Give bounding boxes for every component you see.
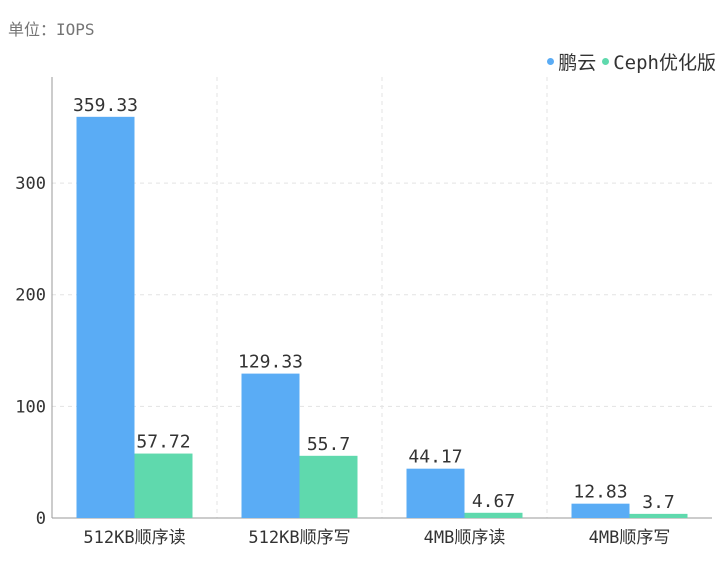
y-tick-label: 300 <box>15 174 46 194</box>
data-label: 55.7 <box>307 434 350 455</box>
bar-series1 <box>241 373 300 518</box>
legend-dot-series2 <box>602 58 610 65</box>
x-tick-label: 4MB顺序写 <box>589 528 671 548</box>
data-label: 57.72 <box>136 432 190 453</box>
legend-item-series1[interactable]: 鹏云 <box>547 48 596 75</box>
x-tick-label: 512KB顺序写 <box>248 528 350 548</box>
y-tick-label: 200 <box>15 286 46 306</box>
y-tick-label: 100 <box>15 397 46 417</box>
legend-label-series1: 鹏云 <box>558 52 597 74</box>
x-tick-label: 512KB顺序读 <box>83 528 185 548</box>
data-label: 3.7 <box>642 492 675 513</box>
y-tick-label: 0 <box>36 509 46 529</box>
bar-series1 <box>76 116 135 518</box>
legend-label-series2: Ceph优化版 <box>613 52 716 74</box>
bar-series2 <box>299 455 358 518</box>
bar-series2 <box>629 513 688 518</box>
unit-label: 单位：IOPS <box>8 20 95 39</box>
data-label: 4.67 <box>472 491 515 512</box>
data-label: 44.17 <box>408 447 462 468</box>
data-label: 359.33 <box>73 95 138 116</box>
x-tick-label: 4MB顺序读 <box>424 528 506 548</box>
legend: 鹏云 Ceph优化版 <box>541 48 716 75</box>
bar-series1 <box>571 503 630 518</box>
data-label: 12.83 <box>573 482 627 503</box>
data-label: 129.33 <box>238 352 303 373</box>
legend-dot-series1 <box>547 58 555 65</box>
bar-series2 <box>464 512 523 518</box>
legend-item-series2[interactable]: Ceph优化版 <box>602 48 716 75</box>
bar-series2 <box>134 453 193 518</box>
bar-series1 <box>406 468 465 518</box>
